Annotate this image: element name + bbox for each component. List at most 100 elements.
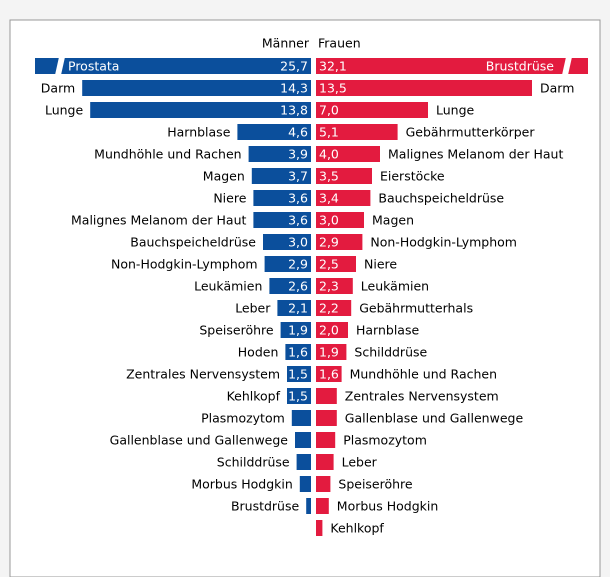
category-label: Plasmozytom [343, 433, 427, 448]
bar [263, 234, 311, 250]
category-label: Bauchspeicheldrüse [130, 235, 256, 250]
value-label: 13,5 [319, 81, 347, 96]
bar [82, 80, 311, 96]
category-label: Zentrales Nervensystem [345, 389, 499, 404]
category-label: Schilddrüse [354, 345, 427, 360]
bar [253, 212, 311, 228]
bar [316, 190, 371, 206]
value-label: 3,6 [288, 191, 308, 206]
bar [316, 410, 337, 426]
bar [316, 58, 588, 74]
category-label: Lunge [45, 103, 84, 118]
bar [287, 366, 311, 382]
category-label: Zentrales Nervensystem [126, 367, 280, 382]
value-label: 2,1 [288, 301, 308, 316]
category-label: Eierstöcke [380, 169, 445, 184]
category-label: Morbus Hodgkin [337, 499, 438, 514]
category-label: Plasmozytom [201, 411, 285, 426]
bar [35, 58, 311, 74]
category-label: Niere [213, 191, 246, 206]
value-label: 3,9 [288, 147, 308, 162]
category-label: Niere [364, 257, 397, 272]
value-label: 25,7 [280, 59, 308, 74]
bar [253, 190, 311, 206]
bar [269, 278, 311, 294]
series-header: Männer [262, 36, 310, 51]
value-label: 32,1 [319, 59, 347, 74]
category-label: Gebährmutterkörper [406, 125, 536, 140]
bar [316, 432, 336, 448]
category-label: Darm [540, 81, 574, 96]
bar [277, 300, 311, 316]
value-label: 1,9 [319, 345, 339, 360]
bar [316, 344, 347, 360]
value-label: 3,7 [288, 169, 308, 184]
bar [306, 498, 311, 514]
bar [291, 410, 311, 426]
category-label: Leukämien [194, 279, 262, 294]
bar [316, 366, 342, 382]
bar [316, 322, 348, 338]
category-label: Malignes Melanom der Haut [71, 213, 246, 228]
category-label: Non-Hodgkin-Lymphom [370, 235, 517, 250]
bar [280, 322, 311, 338]
category-label: Kehlkopf [330, 521, 384, 536]
bar [316, 124, 398, 140]
value-label: 2,0 [319, 323, 339, 338]
category-label: Hoden [238, 345, 279, 360]
category-label: Prostata [68, 59, 119, 74]
category-label: Darm [41, 81, 75, 96]
category-label: Gallenblase und Gallenwege [110, 433, 289, 448]
value-label: 3,0 [288, 235, 308, 250]
value-label: 4,0 [319, 147, 339, 162]
bar [296, 454, 311, 470]
value-label: 1,6 [288, 345, 308, 360]
category-label: Brustdrüse [231, 499, 300, 514]
value-label: 2,3 [319, 279, 339, 294]
bar [287, 388, 311, 404]
value-label: 2,9 [319, 235, 339, 250]
bar [285, 344, 311, 360]
bar [316, 278, 353, 294]
value-label: 13,8 [280, 103, 308, 118]
bar [299, 476, 311, 492]
bar [237, 124, 311, 140]
value-label: 1,5 [288, 367, 308, 382]
bar [90, 102, 311, 118]
bar [316, 476, 331, 492]
bar [264, 256, 311, 272]
bar [316, 256, 356, 272]
value-label: 1,9 [288, 323, 308, 338]
bar [316, 102, 428, 118]
bar [316, 146, 380, 162]
category-label: Harnblase [356, 323, 419, 338]
category-label: Bauchspeicheldrüse [378, 191, 504, 206]
category-label: Leber [342, 455, 378, 470]
category-label: Mundhöhle und Rachen [350, 367, 497, 382]
category-label: Speiseröhre [199, 323, 274, 338]
category-label: Gebährmutterhals [359, 301, 473, 316]
bar [316, 234, 363, 250]
value-label: 2,6 [288, 279, 308, 294]
category-label: Leber [235, 301, 271, 316]
category-label: Morbus Hodgkin [191, 477, 292, 492]
category-label: Schilddrüse [217, 455, 290, 470]
value-label: 7,0 [319, 103, 339, 118]
category-label: Leukämien [361, 279, 429, 294]
value-label: 1,6 [319, 367, 339, 382]
category-label: Speiseröhre [338, 477, 413, 492]
bar [295, 432, 311, 448]
bar [248, 146, 311, 162]
bar [316, 212, 364, 228]
category-label: Non-Hodgkin-Lymphom [111, 257, 258, 272]
category-label: Malignes Melanom der Haut [388, 147, 563, 162]
series-header: Frauen [318, 36, 361, 51]
category-label: Brustdrüse [486, 59, 555, 74]
category-label: Mundhöhle und Rachen [94, 147, 241, 162]
category-label: Kehlkopf [227, 389, 281, 404]
value-label: 14,3 [280, 81, 308, 96]
value-label: 2,5 [319, 257, 339, 272]
bar [316, 520, 323, 536]
value-label: 2,9 [288, 257, 308, 272]
bar [316, 80, 532, 96]
